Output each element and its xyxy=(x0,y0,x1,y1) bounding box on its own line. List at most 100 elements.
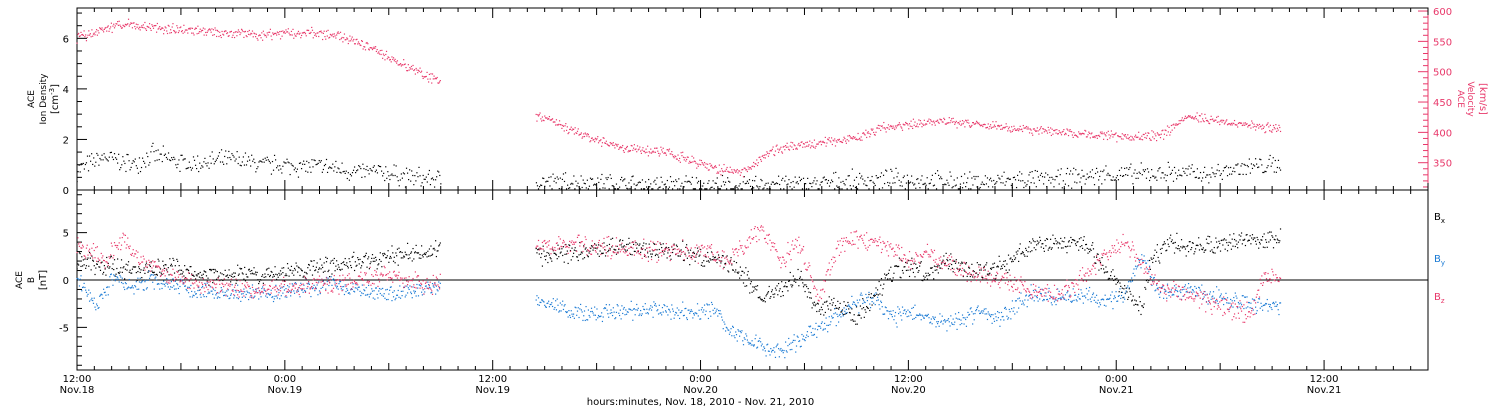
density-point xyxy=(339,172,340,173)
bx-point xyxy=(267,268,268,269)
by-point xyxy=(581,309,582,310)
density-point xyxy=(594,184,595,185)
velocity-point xyxy=(815,148,816,149)
velocity-point xyxy=(924,120,925,121)
velocity-point xyxy=(960,121,961,122)
velocity-point xyxy=(1261,128,1262,129)
velocity-point xyxy=(1122,133,1123,134)
bx-point xyxy=(878,294,879,295)
bx-point xyxy=(419,257,420,258)
bx-point xyxy=(577,256,578,257)
by-point xyxy=(331,285,332,286)
by-point xyxy=(294,293,295,294)
by-point xyxy=(317,284,318,285)
density-point xyxy=(896,176,897,177)
density-point xyxy=(564,181,565,182)
density-point xyxy=(1246,174,1247,175)
bx-point xyxy=(808,292,809,293)
bx-point xyxy=(398,265,399,266)
bx-point xyxy=(1199,249,1200,250)
velocity-point xyxy=(1061,134,1062,135)
bx-point xyxy=(660,244,661,245)
velocity-point xyxy=(1179,120,1180,121)
velocity-point xyxy=(778,152,779,153)
by-point xyxy=(349,292,350,293)
density-point xyxy=(892,183,893,184)
density-point xyxy=(1095,173,1096,174)
density-point xyxy=(789,186,790,187)
density-point xyxy=(787,183,788,184)
velocity-point xyxy=(630,150,631,151)
density-point xyxy=(572,183,573,184)
density-point xyxy=(784,180,785,181)
bx-point xyxy=(426,256,427,257)
velocity-point xyxy=(353,39,354,40)
velocity-point xyxy=(97,35,98,36)
bx-point xyxy=(404,256,405,257)
velocity-point xyxy=(1089,133,1090,134)
bx-point xyxy=(1115,278,1116,279)
bx-point xyxy=(793,275,794,276)
x-tick-date: Nov.19 xyxy=(268,385,303,396)
density-point xyxy=(851,188,852,189)
velocity-point xyxy=(256,34,257,35)
density-point xyxy=(1124,168,1125,169)
velocity-point xyxy=(207,32,208,33)
by-point xyxy=(559,310,560,311)
bx-point xyxy=(324,262,325,263)
by-point xyxy=(277,297,278,298)
bx-point xyxy=(580,254,581,255)
velocity-point xyxy=(85,34,86,35)
velocity-point xyxy=(835,145,836,146)
velocity-point xyxy=(689,161,690,162)
bx-point xyxy=(276,279,277,280)
density-point xyxy=(809,183,810,184)
bx-point xyxy=(274,276,275,277)
velocity-point xyxy=(859,138,860,139)
bx-point xyxy=(1032,238,1033,239)
density-point xyxy=(256,168,257,169)
bx-point xyxy=(1045,240,1046,241)
bx-point xyxy=(551,261,552,262)
bx-point xyxy=(1023,252,1024,253)
density-point xyxy=(901,181,902,182)
by-point xyxy=(661,314,662,315)
by-point xyxy=(411,293,412,294)
bx-point xyxy=(1021,253,1022,254)
by-point xyxy=(113,274,114,275)
bx-point xyxy=(787,290,788,291)
density-point xyxy=(628,182,629,183)
density-point xyxy=(1048,180,1049,181)
density-point xyxy=(307,172,308,173)
density-point xyxy=(354,166,355,167)
density-point xyxy=(377,172,378,173)
by-point xyxy=(278,292,279,293)
velocity-tick-label: 600 xyxy=(1433,7,1452,18)
velocity-point xyxy=(684,157,685,158)
bx-point xyxy=(1029,241,1030,242)
by-point xyxy=(218,292,219,293)
density-point xyxy=(1168,162,1169,163)
density-point xyxy=(612,185,613,186)
velocity-point xyxy=(966,120,967,121)
density-point xyxy=(676,181,677,182)
density-point xyxy=(111,152,112,153)
density-point xyxy=(174,159,175,160)
bx-point xyxy=(1105,266,1106,267)
density-point xyxy=(807,178,808,179)
bx-point xyxy=(596,245,597,246)
density-point xyxy=(900,185,901,186)
velocity-point xyxy=(1068,135,1069,136)
by-point xyxy=(563,309,564,310)
bx-point xyxy=(289,276,290,277)
velocity-point xyxy=(290,34,291,35)
bx-point xyxy=(904,266,905,267)
bx-point xyxy=(622,240,623,241)
velocity-point xyxy=(793,149,794,150)
density-point xyxy=(317,164,318,165)
by-point xyxy=(80,279,81,280)
bx-point xyxy=(1278,240,1279,241)
velocity-point xyxy=(260,35,261,36)
by-point xyxy=(423,289,424,290)
bx-point xyxy=(1045,245,1046,246)
